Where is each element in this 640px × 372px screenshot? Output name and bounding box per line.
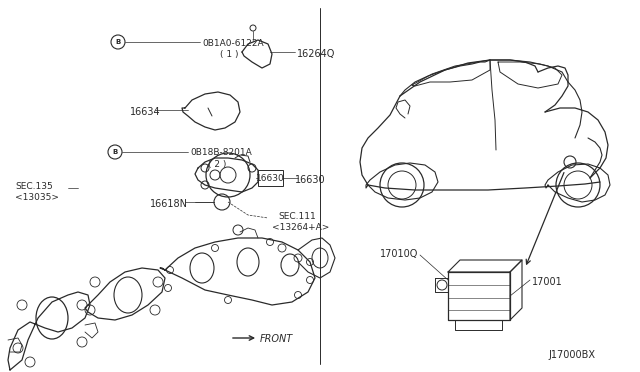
- Text: 16264Q: 16264Q: [297, 49, 335, 59]
- Text: 16634: 16634: [130, 107, 161, 117]
- Text: <13264+A>: <13264+A>: [272, 223, 330, 232]
- Text: 0B1A0-6122A: 0B1A0-6122A: [202, 39, 264, 48]
- Text: 16630: 16630: [295, 175, 326, 185]
- Text: ( 2 ): ( 2 ): [208, 160, 227, 169]
- Text: 17010Q: 17010Q: [380, 249, 419, 259]
- Text: ( 1 ): ( 1 ): [220, 50, 239, 59]
- Text: B: B: [113, 149, 118, 155]
- FancyBboxPatch shape: [258, 170, 283, 186]
- Text: 17001: 17001: [532, 277, 563, 287]
- Text: SEC.135: SEC.135: [15, 182, 52, 191]
- Text: SEC.111: SEC.111: [278, 212, 316, 221]
- Text: <13035>: <13035>: [15, 193, 59, 202]
- Text: 16630: 16630: [255, 173, 284, 183]
- Text: B: B: [115, 39, 120, 45]
- Text: 0B18B-8201A: 0B18B-8201A: [190, 148, 252, 157]
- Text: 16618N: 16618N: [150, 199, 188, 209]
- Text: J17000BX: J17000BX: [548, 350, 595, 360]
- Text: FRONT: FRONT: [260, 334, 293, 344]
